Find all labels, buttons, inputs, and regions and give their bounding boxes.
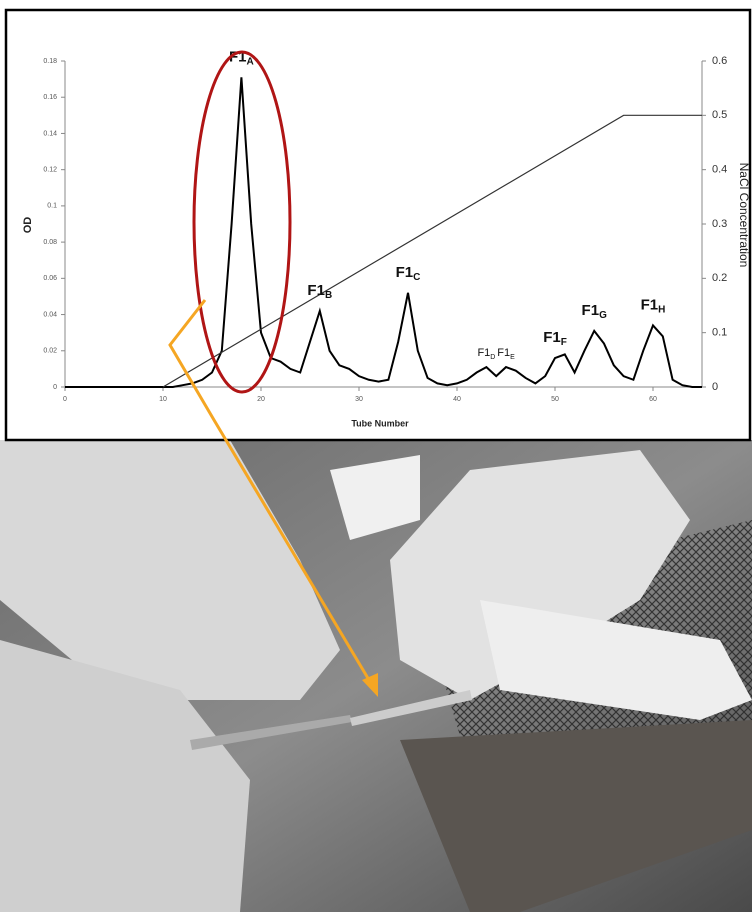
- gradient-line: [162, 114, 702, 388]
- peak-label-sub: A: [247, 56, 254, 67]
- photo: [0, 440, 752, 912]
- y-tick-label: 0.04: [43, 311, 57, 318]
- peak-label-sub: D: [490, 354, 495, 361]
- peak-label: F1G: [582, 302, 608, 321]
- peak-label: F1C: [396, 264, 421, 283]
- y-tick-label: 0.02: [43, 348, 57, 355]
- y-tick-label: 0.18: [43, 58, 57, 65]
- y2-tick-label: 0.3: [712, 218, 727, 230]
- highlight-ellipse: [192, 50, 292, 394]
- peak-label-main: F1: [582, 302, 600, 319]
- y-tick-label: 0.08: [43, 239, 57, 246]
- y2-tick-label: 0.1: [712, 327, 727, 339]
- peak-label-main: F1: [543, 329, 561, 346]
- peak-label: F1B: [307, 282, 332, 301]
- y-axis-title: OD: [22, 217, 34, 234]
- peak-label: F1D: [477, 347, 495, 361]
- peak-label-sub: F: [561, 337, 567, 348]
- arrow-head: [362, 673, 378, 697]
- y2-tick-label: 0.4: [712, 164, 727, 176]
- y-tick-label: 0.12: [43, 167, 57, 174]
- x-tick-label: 60: [649, 396, 657, 403]
- y2-tick-label: 0: [712, 381, 718, 393]
- y-tick-label: 0.06: [43, 275, 57, 282]
- peak-label-sub: C: [413, 271, 420, 282]
- chart-frame: [4, 8, 752, 442]
- peak-label-main: F1: [477, 347, 490, 359]
- od-line: [65, 77, 702, 388]
- x-tick-label: 20: [257, 396, 265, 403]
- x-tick-label: 10: [159, 396, 167, 403]
- arrow: [168, 299, 374, 686]
- y2-tick-label: 0.5: [712, 109, 727, 121]
- peak-label-main: F1: [307, 282, 325, 299]
- peak-label-sub: G: [599, 309, 607, 320]
- x-tick-label: 40: [453, 396, 461, 403]
- y-tick-label: 0: [53, 384, 57, 391]
- x-axis-title: Tube Number: [351, 418, 409, 428]
- peak-label-sub: H: [658, 304, 665, 315]
- y2-tick-label: 0.2: [712, 272, 727, 284]
- y2-tick-label: 0.6: [712, 55, 727, 67]
- peak-label-main: F1: [641, 296, 659, 313]
- y-tick-label: 0.16: [43, 94, 57, 101]
- peak-label: F1H: [641, 296, 666, 315]
- peak-label-sub: E: [510, 354, 515, 361]
- peak-label: F1E: [497, 347, 515, 361]
- y2-axis-title: NaCl Concentration: [737, 163, 751, 268]
- x-tick-label: 50: [551, 396, 559, 403]
- y-tick-label: 0.14: [43, 130, 57, 137]
- peak-label: F1F: [543, 329, 567, 348]
- chart: 0 0.02 0.04 0.06 0.08 0.1 0.12 0.14 0.16 0.18 0 0.1…: [43, 48, 727, 403]
- x-tick-label: 0: [63, 396, 67, 403]
- peak-label-main: F1: [396, 264, 414, 281]
- peak-label-sub: B: [325, 290, 332, 301]
- x-tick-label: 30: [355, 396, 363, 403]
- peak-label-main: F1: [497, 347, 510, 359]
- y-tick-label: 0.1: [47, 203, 57, 210]
